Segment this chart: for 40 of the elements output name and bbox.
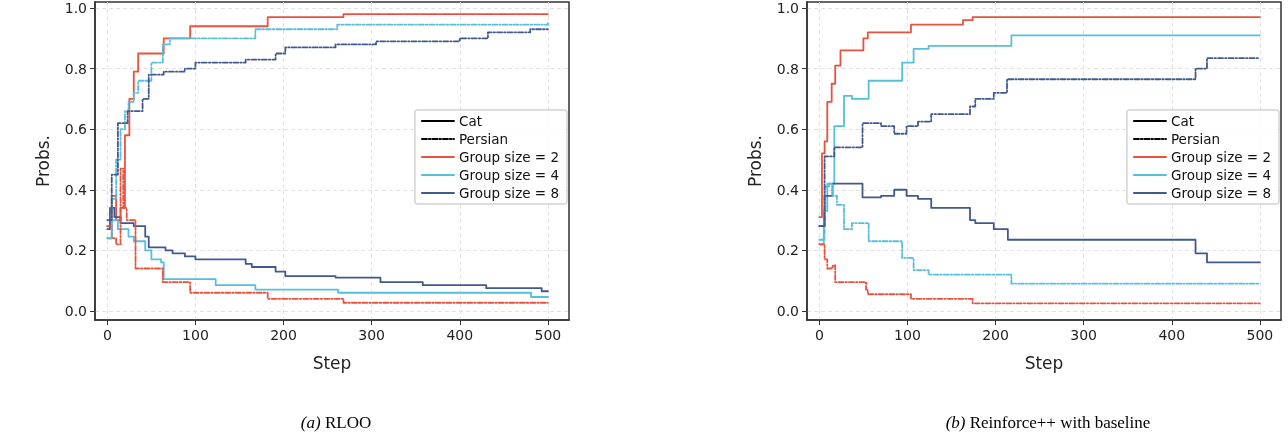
y-axis-title: Probs. [32,134,53,188]
legend-label: Cat [458,113,482,129]
x-tick-label: 200 [982,327,1009,343]
x-tick-label: 400 [446,327,474,343]
x-tick-label: 400 [1158,327,1186,343]
y-tick-label: 1.0 [776,0,799,17]
y-tick-label: 0.2 [64,242,87,259]
y-axis-title: Probs. [744,134,765,188]
y-tick-label: 0.8 [64,60,87,77]
legend-label: Group size = 4 [458,167,560,183]
y-tick-label: 0.6 [64,121,88,138]
y-tick-label: 0.0 [64,302,87,319]
legend-label: Group size = 2 [458,149,560,165]
y-tick-label: 0.6 [776,121,800,138]
legend-label: Group size = 4 [1170,167,1272,183]
legend-label: Group size = 8 [458,185,560,201]
x-tick-label: 300 [1070,327,1098,343]
y-tick-label: 1.0 [64,0,87,17]
x-tick-label: 0 [814,327,824,343]
x-tick-label: 200 [270,327,297,343]
x-tick-label: 300 [358,327,386,343]
y-tick-label: 0.4 [64,181,88,198]
x-axis-title: Step [312,352,352,373]
y-tick-label: 0.2 [776,242,799,259]
text: (b) Reinforce++ with baseline [945,413,1151,432]
y-tick-label: 0.8 [776,60,799,77]
legend-label: Persian [1170,131,1221,147]
text: (a) RLOO [300,413,372,432]
y-tick-label: 0.0 [776,302,799,319]
legend-label: Group size = 2 [1170,149,1272,165]
x-tick-label: 100 [182,327,209,343]
x-tick-label: 500 [534,327,562,343]
x-tick-label: 100 [894,327,921,343]
x-tick-label: 0 [102,327,112,343]
legend-label: Cat [1170,113,1194,129]
y-tick-label: 0.4 [776,181,800,198]
legend-label: Persian [458,131,509,147]
legend-label: Group size = 8 [1170,185,1272,201]
x-axis-title: Step [1024,352,1064,373]
x-tick-label: 500 [1246,327,1274,343]
